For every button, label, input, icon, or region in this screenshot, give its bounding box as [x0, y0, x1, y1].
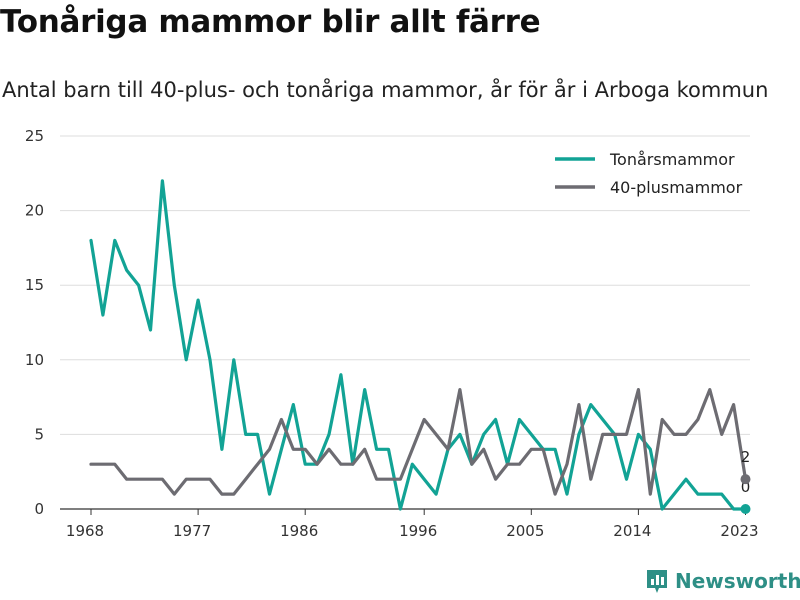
y-tick-label: 0 [34, 500, 44, 518]
y-tick-label: 5 [34, 425, 44, 443]
series-lines: 02 [89, 179, 751, 514]
chart-subtitle: Antal barn till 40-plus- och tonåriga ma… [2, 78, 769, 102]
series-end-point [740, 474, 751, 485]
y-tick-label: 20 [25, 202, 44, 220]
x-tick-label: 1968 [66, 522, 104, 540]
y-tick-label: 15 [25, 276, 44, 294]
grid-lines [60, 135, 750, 510]
legend-label: 40-plusmammor [610, 178, 743, 197]
y-tick-label: 10 [25, 351, 44, 369]
x-tick-label: 2005 [506, 522, 544, 540]
x-tick-label: 1986 [280, 522, 318, 540]
x-tick-label: 2023 [720, 522, 758, 540]
legend-label: Tonårsmammor [609, 150, 735, 169]
bar-chart-icon [647, 570, 667, 593]
series-end-point [740, 504, 751, 514]
series-end-label: 2 [741, 448, 751, 466]
x-tick-label: 1996 [399, 522, 437, 540]
y-tick-label: 25 [25, 127, 44, 145]
newsworthy-logo: Newsworthy [645, 568, 800, 594]
series-line-40plusmammor [89, 388, 748, 496]
brand-name: Newsworthy [675, 569, 800, 593]
x-tick-label: 1977 [173, 522, 211, 540]
series-end-label: 0 [741, 478, 751, 496]
chart-title: Tonåriga mammor blir allt färre [0, 4, 541, 40]
series-line-tonarsmammor [89, 179, 748, 511]
legend: Tonårsmammor 40-plusmammor [555, 150, 743, 197]
x-tick-label: 2014 [613, 522, 651, 540]
